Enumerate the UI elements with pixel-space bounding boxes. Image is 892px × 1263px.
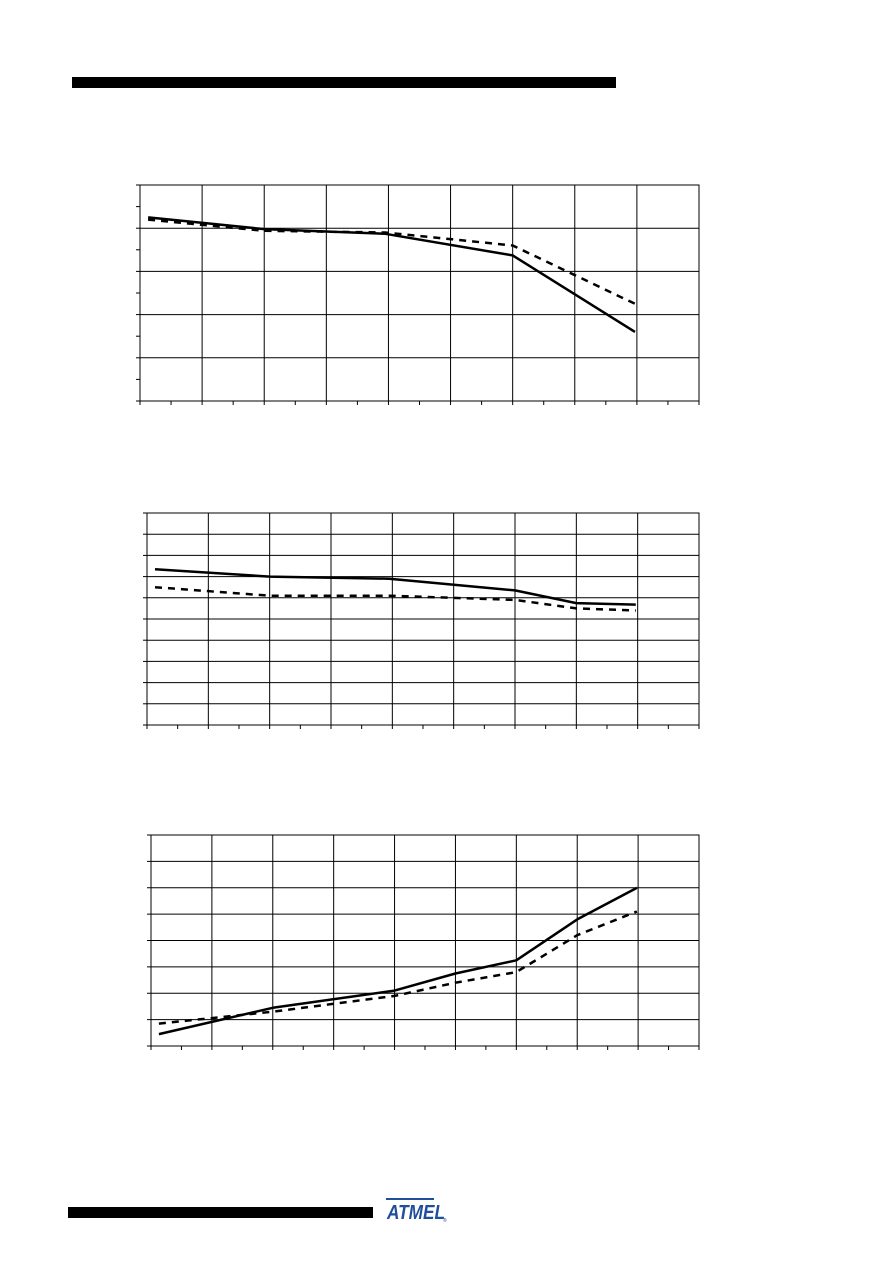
plot-frame: [139, 184, 700, 402]
series-line-dashed: [158, 910, 638, 1025]
chart-2: [143, 512, 700, 729]
series-line-solid: [158, 886, 638, 1036]
chart-1: [136, 184, 700, 405]
series-line-dashed: [147, 218, 636, 305]
series-line-dashed: [154, 585, 636, 612]
series-line-solid: [154, 567, 636, 606]
svg-text:®: ®: [443, 1217, 447, 1224]
chart-3: [147, 834, 700, 1050]
atmel-logo: ATMEL ®: [386, 1198, 447, 1224]
brand-logotype: ATMEL: [386, 1202, 445, 1224]
footer-rule: [68, 1207, 373, 1218]
header-rule: [72, 77, 616, 88]
series-line-solid: [147, 216, 636, 333]
